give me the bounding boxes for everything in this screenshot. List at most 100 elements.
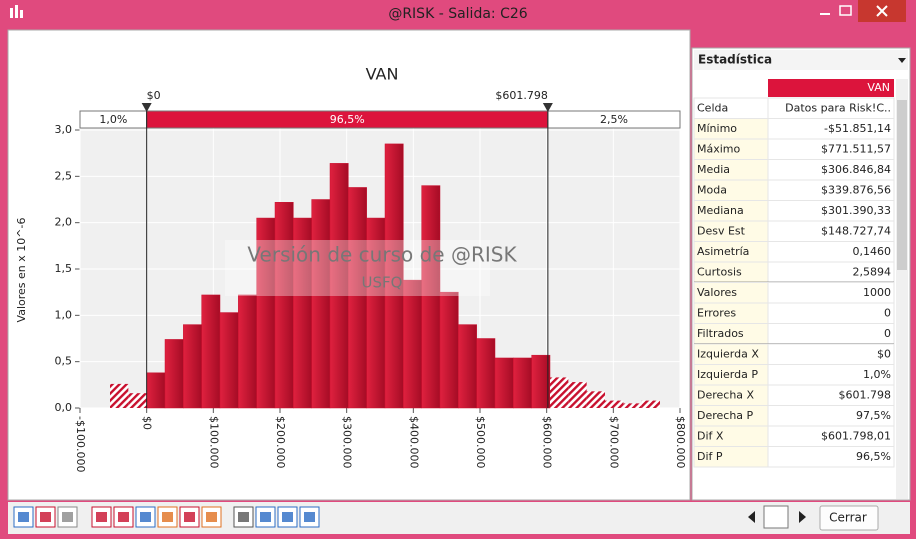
stats-label: Curtosis <box>697 265 742 278</box>
tail-bar <box>110 383 129 408</box>
x-tick-label: $200.000 <box>274 416 287 469</box>
app-icon <box>10 5 23 18</box>
toolbar-icon <box>260 512 271 522</box>
dropdown-arrow <box>898 58 906 63</box>
tail-bar <box>128 393 147 408</box>
toolbar-icon <box>118 512 129 522</box>
stats-label: Máximo <box>697 142 741 155</box>
x-tick-label: $500.000 <box>474 416 487 469</box>
y-axis-label: Valores en x 10^-6 <box>15 218 28 323</box>
stats-value: $339.876,56 <box>821 183 891 196</box>
toolbar-icon <box>304 512 315 522</box>
bar <box>146 372 166 409</box>
toolbar-icon <box>96 512 107 522</box>
watermark: USFQ <box>362 274 403 292</box>
stats-label: Izquierda X <box>697 347 759 360</box>
bar <box>513 357 532 409</box>
toolbar-icon <box>162 512 173 522</box>
y-tick-label: 2,5 <box>55 169 73 182</box>
stats-value: 0,1460 <box>853 245 892 258</box>
toolbar-icon <box>18 512 29 522</box>
stats-label: Desv Est <box>697 224 746 237</box>
toolbar-icon <box>184 512 195 522</box>
bar <box>421 185 441 409</box>
stats-label: Mediana <box>697 204 744 217</box>
bar <box>274 202 294 409</box>
stats-value: $771.511,57 <box>821 142 891 155</box>
bar <box>458 324 477 409</box>
stats-title: Estadística <box>698 53 772 67</box>
stats-value: $148.727,74 <box>821 224 891 237</box>
toolbar-icon <box>62 512 73 522</box>
x-tick-label: $600.000 <box>541 416 554 469</box>
toolbar-icon <box>282 512 293 522</box>
stats-value: 0 <box>884 306 891 319</box>
bar <box>311 199 331 409</box>
stats-value: 1000 <box>863 286 891 299</box>
maximize-button[interactable] <box>842 0 854 22</box>
close-icon <box>876 5 888 17</box>
stats-value-cell <box>767 323 895 345</box>
bar <box>164 339 184 409</box>
y-tick-label: 0,5 <box>55 355 73 368</box>
y-tick-label: 1,5 <box>55 262 73 275</box>
x-tick-label: $0 <box>141 416 154 430</box>
bar <box>439 291 459 409</box>
stats-value: Datos para Risk!C.. <box>785 101 891 114</box>
delimiter-label: $601.798 <box>495 89 548 102</box>
bar <box>238 294 257 409</box>
maximize-icon <box>839 5 852 16</box>
stats-dropdown[interactable] <box>694 50 908 70</box>
stats-value-cell <box>767 446 895 468</box>
x-tick-label: $300.000 <box>341 416 354 469</box>
scrollbar-thumb[interactable] <box>897 100 907 270</box>
stats-column-label: VAN <box>867 81 890 94</box>
chart-title: VAN <box>366 65 399 84</box>
watermark-band <box>225 240 490 296</box>
y-tick-label: 2,0 <box>55 216 73 229</box>
stats-label: Moda <box>697 183 727 196</box>
stats-label: Dif P <box>697 450 723 463</box>
stats-value-cell <box>767 343 895 365</box>
tail-bar <box>550 377 569 408</box>
close-dialog-button[interactable] <box>819 505 879 531</box>
toolbar-icon <box>140 512 151 522</box>
next-button[interactable] <box>799 511 806 523</box>
delimiter-handle[interactable] <box>141 103 152 112</box>
y-tick-label: 0,0 <box>55 401 73 414</box>
stats-label: Dif X <box>697 429 724 442</box>
stats-value: 96,5% <box>856 450 891 463</box>
stats-label: Celda <box>697 101 728 114</box>
stats-label: Errores <box>697 306 736 319</box>
stats-column-header <box>768 79 894 97</box>
x-tick-label: $100.000 <box>207 416 220 469</box>
bar <box>531 354 551 409</box>
tail-bar <box>605 400 624 408</box>
stats-label: Valores <box>697 286 737 299</box>
stats-label: Derecha X <box>697 388 755 401</box>
stats-label: Asimetría <box>697 245 749 258</box>
toolbar-icon <box>206 512 217 522</box>
toolbar-icon <box>238 512 249 522</box>
bar <box>183 324 202 409</box>
stats-label: Izquierda P <box>697 368 758 381</box>
bar <box>403 279 422 409</box>
stats-label: Mínimo <box>697 122 737 135</box>
delimiter-handle[interactable] <box>542 103 553 112</box>
stats-label: Derecha P <box>697 409 754 422</box>
stats-value: $301.390,33 <box>821 204 891 217</box>
stats-value: $601.798,01 <box>821 429 891 442</box>
prev-button[interactable] <box>748 511 755 523</box>
bar <box>219 312 239 409</box>
x-tick-label: $800.000 <box>674 416 687 469</box>
tail-bar <box>623 403 642 408</box>
bar <box>348 187 367 409</box>
x-tick-label: $700.000 <box>607 416 620 469</box>
stats-label: Filtrados <box>697 327 744 340</box>
stats-value: $0 <box>877 347 891 360</box>
view-button[interactable] <box>763 505 789 529</box>
minimize-button[interactable] <box>810 0 842 22</box>
toolbar-icon <box>40 512 51 522</box>
